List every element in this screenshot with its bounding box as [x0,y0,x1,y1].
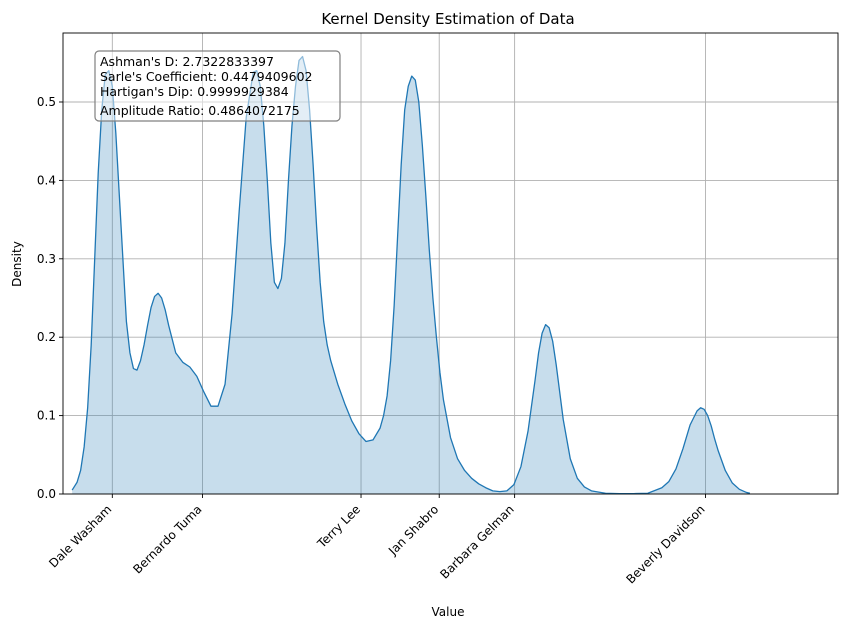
density-line [71,55,751,495]
density-layer [71,55,751,495]
density-fill [72,56,750,495]
y-tick-label: 0.5 [37,95,56,109]
stats-box: Ashman's D: 2.7322833397 Sarle's Coeffic… [94,50,341,122]
chart-title: Kernel Density Estimation of Data [321,10,574,28]
y-axis-ticks: 0.0 0.1 0.2 0.3 0.4 0.5 [37,95,63,501]
stats-box-frame [94,50,341,122]
y-tick-label: 0.2 [37,330,56,344]
stats-sarle-coefficient: Sarle's Coefficient: 0.4479409602 [100,69,312,84]
y-axis-label: Density [10,241,24,287]
y-tick-label: 0.3 [37,252,56,266]
stats-hartigan-dip: Hartigan's Dip: 0.9999929384 [100,84,289,99]
y-tick-label: 0.1 [37,409,56,423]
stats-ashman-d: Ashman's D: 2.7322833397 [100,54,274,69]
y-tick-label: 0.0 [37,487,56,501]
plot-frame [62,32,839,495]
x-axis-label: Value [432,605,465,619]
stats-amplitude-ratio: Amplitude Ratio: 0.4864072175 [100,103,300,118]
y-tick-label: 0.4 [37,173,56,187]
